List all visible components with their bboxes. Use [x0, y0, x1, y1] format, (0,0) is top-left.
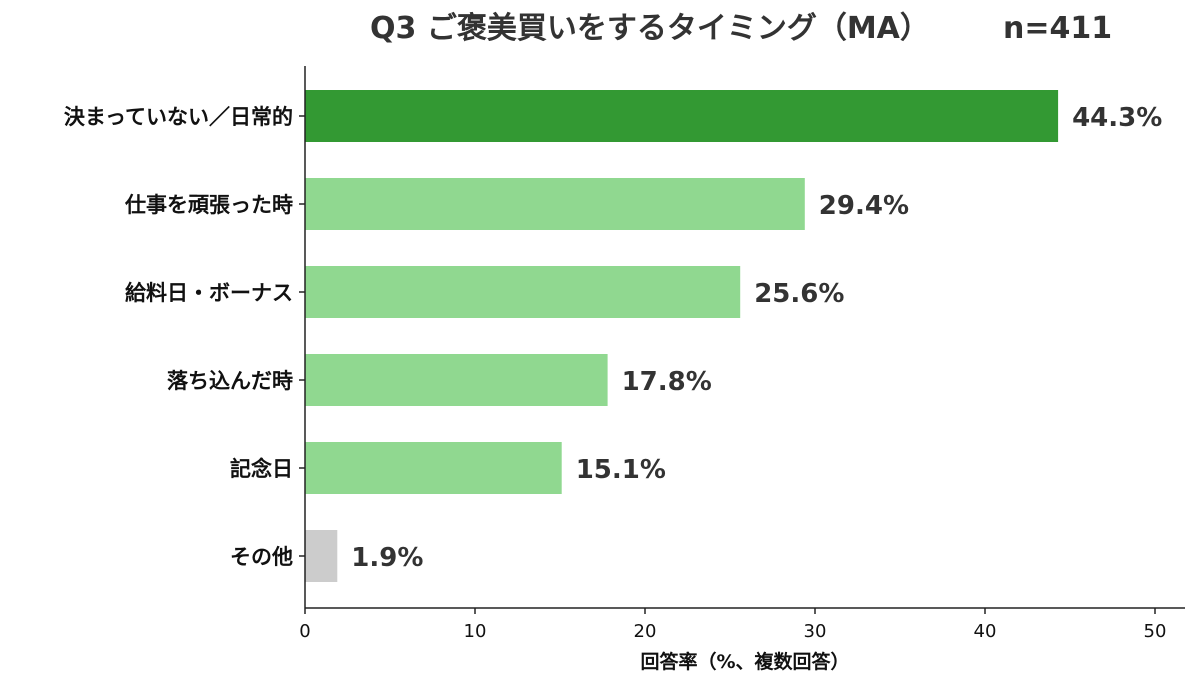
chart-title: Q3 ご褒美買いをするタイミング（MA）	[370, 11, 930, 46]
chart-sample-size: n=411	[1003, 11, 1112, 46]
bar	[305, 442, 562, 494]
bar	[305, 354, 608, 406]
category-label: 給料日・ボーナス	[125, 281, 293, 305]
bar	[305, 178, 805, 230]
category-label: 決まっていない／日常的	[64, 105, 293, 129]
x-axis-title: 回答率（%、複数回答）	[640, 650, 849, 673]
bar	[305, 266, 741, 318]
data-label: 29.4%	[819, 191, 909, 221]
category-label: 記念日	[230, 457, 293, 481]
x-ticks-layer: 0 10 20 30 40 50	[299, 608, 1166, 642]
data-label: 15.1%	[576, 455, 666, 485]
bars-layer: 決まっていない／日常的 44.3% 仕事を頑張った時 29.4% 給料日・ボーナス 25.…	[64, 90, 1162, 582]
x-tick-label: 0	[299, 621, 310, 642]
bar	[305, 90, 1059, 142]
x-tick-label: 40	[974, 621, 997, 642]
category-label: その他	[230, 545, 293, 569]
x-tick-label: 50	[1144, 621, 1167, 642]
bar	[305, 530, 338, 582]
category-label: 落ち込んだ時	[167, 369, 293, 393]
data-label: 25.6%	[754, 279, 844, 309]
x-tick-label: 20	[634, 621, 657, 642]
category-label: 仕事を頑張った時	[124, 193, 293, 217]
data-label: 44.3%	[1072, 103, 1162, 133]
x-tick-label: 10	[464, 621, 487, 642]
x-tick-label: 30	[804, 621, 827, 642]
data-label: 17.8%	[622, 367, 712, 397]
data-label: 1.9%	[351, 543, 423, 573]
